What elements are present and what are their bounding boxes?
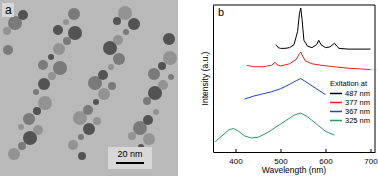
particle — [18, 10, 28, 20]
particle — [143, 133, 155, 145]
particle — [63, 19, 69, 25]
particle — [108, 82, 116, 90]
particle — [93, 117, 101, 125]
particle — [33, 125, 43, 135]
spectrum-line — [215, 113, 334, 142]
x-tick: 400 — [229, 149, 243, 166]
particle — [78, 134, 84, 140]
micrograph — [0, 0, 178, 176]
x-axis-line — [214, 152, 376, 153]
particle — [68, 8, 80, 20]
particle — [8, 148, 20, 160]
particle — [123, 29, 129, 35]
particle — [108, 64, 114, 70]
particle — [63, 37, 71, 45]
particle — [78, 152, 86, 160]
x-tick: 700 — [364, 149, 378, 166]
particle — [83, 105, 93, 115]
particle — [48, 54, 54, 60]
particle — [53, 25, 63, 35]
particle — [38, 60, 48, 70]
particle — [53, 61, 67, 75]
particle — [23, 113, 35, 125]
particle — [163, 33, 175, 45]
panel-label: a — [5, 3, 12, 17]
panel-label: b — [218, 6, 224, 18]
x-tick-mark — [281, 149, 282, 152]
x-axis-title: Wavelength (nm) — [262, 165, 327, 175]
particle — [118, 6, 132, 20]
particle — [148, 68, 160, 80]
legend-swatch — [330, 120, 342, 122]
label-box — [2, 3, 14, 17]
particle — [98, 70, 108, 80]
particle — [48, 72, 56, 80]
particle — [33, 107, 41, 115]
chart-panel: 400 500 600 700 b Wavelength (nm) Intensity (a… — [200, 5, 378, 175]
legend: Exitation at487 nm377 nm367 nm325 nm — [330, 79, 370, 125]
frame — [213, 5, 375, 6]
legend-swatch — [330, 111, 342, 113]
particle — [68, 26, 82, 40]
spectrum-line — [276, 8, 371, 49]
scale-bar — [116, 162, 144, 164]
particle — [158, 62, 166, 70]
x-tick-mark — [326, 149, 327, 152]
figure: a 20 nm 400 500 600 700 b Wavelength (nm) Intens… — [0, 0, 378, 176]
particle — [98, 88, 110, 100]
legend-label: 377 nm — [345, 98, 370, 107]
particle — [163, 51, 177, 65]
legend-label: 367 nm — [345, 107, 370, 116]
particle — [33, 89, 39, 95]
x-tick-mark — [236, 149, 237, 152]
particle — [38, 78, 50, 90]
legend-swatch — [330, 93, 342, 95]
particle — [113, 53, 125, 65]
particle — [38, 96, 52, 110]
spectrum-line — [245, 79, 326, 100]
x-tick-label: 400 — [229, 157, 243, 166]
x-tick: 500 — [274, 149, 288, 166]
particle — [3, 27, 11, 35]
particle — [83, 123, 95, 135]
particle — [153, 109, 159, 115]
particle — [18, 124, 24, 130]
particle — [128, 132, 136, 140]
scale-box — [108, 147, 152, 169]
x-tick: 600 — [319, 149, 333, 166]
x-axis: 400 500 600 700 — [214, 149, 378, 166]
y-axis-line — [213, 6, 214, 153]
particle — [143, 115, 153, 125]
spectrum-line — [247, 52, 371, 70]
legend-title: Exitation at — [330, 79, 368, 88]
x-tick-mark — [371, 149, 372, 152]
particle — [128, 18, 140, 30]
particle — [3, 45, 13, 55]
frame — [375, 5, 376, 152]
particle — [158, 80, 168, 90]
particle — [68, 140, 78, 150]
plot-area — [215, 8, 370, 142]
legend-label: 325 nm — [345, 116, 370, 125]
particle — [168, 74, 174, 80]
image-panel: a 20 nm — [0, 0, 178, 176]
legend-label: 487 nm — [345, 89, 370, 98]
y-axis-title: Intensity (a.u.) — [200, 51, 210, 105]
particle — [113, 17, 121, 25]
scale-bar-label: 20 nm — [117, 149, 142, 159]
y-axis — [213, 6, 214, 153]
particle — [53, 43, 65, 55]
particles — [3, 6, 177, 160]
particle — [113, 35, 123, 45]
particle — [143, 97, 151, 105]
particle — [18, 142, 26, 150]
legend-swatch — [330, 102, 342, 104]
particle — [93, 99, 99, 105]
x-tick-label: 700 — [364, 157, 378, 166]
